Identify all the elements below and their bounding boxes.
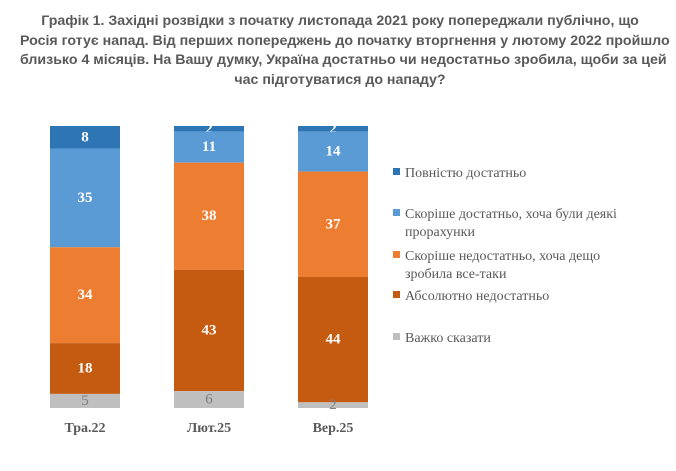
x-tick-label: Тра.22 [64, 421, 105, 436]
bar-segment [298, 402, 368, 408]
legend-label: Скоріше достатньо, хоча були деякі [405, 207, 617, 222]
bar-segment [50, 247, 120, 344]
legend-label: Абсолютно недостатньо [405, 289, 549, 304]
bar-segment [174, 162, 244, 270]
data-label: 2 [329, 121, 337, 137]
legend-label: Повністю достатньо [405, 166, 526, 181]
legend-swatch [393, 209, 400, 216]
data-label: 37 [326, 216, 342, 232]
chart-title-line: Росія готує напад. Від перших попереджен… [20, 32, 670, 49]
bar-segment [298, 276, 368, 403]
data-label: 14 [326, 144, 342, 160]
data-label: 43 [202, 322, 217, 338]
bar-segment [298, 126, 368, 132]
legend-label: зробила все-таки [405, 267, 507, 282]
data-label: 2 [205, 121, 213, 137]
x-tick-label: Вер.25 [313, 421, 354, 436]
legend-label: Скоріше недостатньо, хоча дещо [405, 249, 600, 264]
data-label: 2 [329, 397, 337, 413]
chart-title-line: близько 4 місяців. На Вашу думку, Україн… [20, 52, 667, 68]
data-label: 11 [202, 139, 216, 155]
bar-segment [174, 131, 244, 163]
chart-title: Графік 1. Західні розвідки з початку лис… [20, 12, 670, 90]
bar-segment [50, 126, 120, 149]
bar-segment [298, 131, 368, 172]
data-label: 18 [78, 361, 93, 377]
data-label: 34 [78, 287, 94, 303]
bar-segment [174, 269, 244, 392]
x-tick-label: Лют.25 [187, 421, 231, 436]
data-label: 35 [78, 190, 93, 206]
bar-segment [298, 171, 368, 277]
chart-title-line: час підготуватися до нападу? [234, 71, 446, 88]
data-label: 38 [202, 208, 217, 224]
bar-segment [174, 126, 244, 132]
legend-label: Важко сказати [405, 331, 491, 346]
data-label: 8 [81, 129, 89, 145]
legend-swatch [393, 291, 400, 298]
data-label: 44 [326, 332, 342, 348]
bar-segment [50, 343, 120, 394]
bar-segment [50, 393, 120, 408]
legend-swatch [393, 251, 400, 258]
data-label: 5 [81, 393, 89, 409]
data-label: 6 [205, 392, 213, 408]
bar-segment [50, 148, 120, 248]
chart-title-line: Графік 1. Західні розвідки з початку лис… [41, 13, 639, 29]
legend-label: прорахунки [405, 225, 475, 240]
legend-swatch [393, 333, 400, 340]
legend-swatch [393, 168, 400, 175]
bar-segment [174, 391, 244, 408]
